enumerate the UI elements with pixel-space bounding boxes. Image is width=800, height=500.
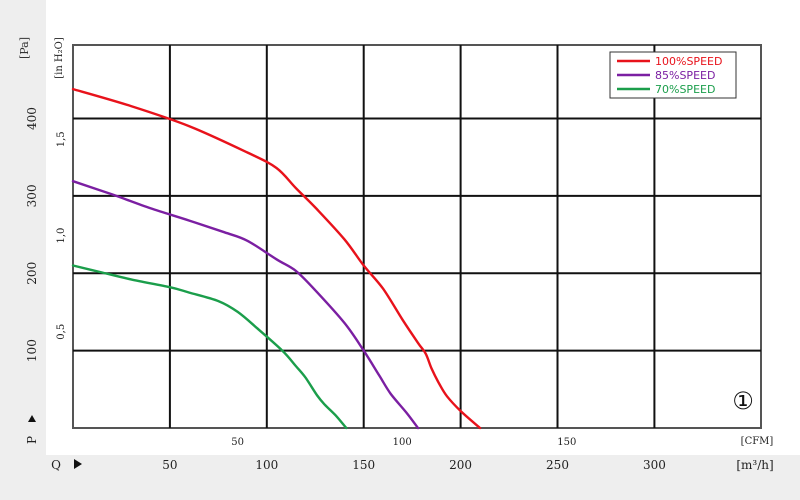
bottom-axis-band <box>0 455 800 500</box>
x-tick-m3h-200: 200 <box>449 458 472 472</box>
legend-label-85-speed: 85%SPEED <box>655 69 715 82</box>
curve-marker: ① <box>732 387 754 415</box>
x-axis-cfm-ticks: 50 100 150 <box>231 437 576 448</box>
series-line-85-speed <box>71 180 420 430</box>
x-tick-m3h-300: 300 <box>643 458 666 472</box>
series-line-100-speed <box>71 87 482 430</box>
y-tick-inh2o-0: 0,5 <box>56 324 67 340</box>
plot-area <box>72 44 762 429</box>
x-axis-arrow-icon <box>74 459 82 469</box>
y-axis-pa-ticks: 100 200 300 400 <box>25 107 39 362</box>
y-tick-pa-400: 400 <box>25 107 39 130</box>
x-tick-cfm-100: 100 <box>393 437 412 448</box>
y-tick-pa-300: 300 <box>25 184 39 207</box>
x-axis-cfm-label: [CFM] <box>741 436 774 447</box>
x-axis-m3h-ticks: 50 100 150 200 250 300 <box>162 458 666 472</box>
curve-number-1: ① <box>732 387 754 415</box>
x-tick-cfm-150: 150 <box>557 437 576 448</box>
y-axis-inh2o-ticks: 0,5 1,0 1,5 <box>56 131 67 339</box>
x-axis-m3h-label: [m³/h] <box>736 458 773 472</box>
x-tick-cfm-50: 50 <box>231 437 244 448</box>
legend-label-70-speed: 70%SPEED <box>655 83 715 96</box>
legend: 100%SPEED 85%SPEED 70%SPEED <box>609 51 737 99</box>
grid-lines <box>73 45 761 428</box>
y-tick-inh2o-2: 1,5 <box>56 131 67 147</box>
legend-label-100-speed: 100%SPEED <box>655 55 722 68</box>
y-tick-inh2o-1: 1,0 <box>56 228 67 244</box>
y-axis-arrow-icon <box>28 415 36 422</box>
series-layer <box>71 87 482 430</box>
y-axis-pa-label: [Pa] <box>18 37 31 59</box>
y-axis-letter: P <box>25 436 39 444</box>
x-axis-letter: Q <box>51 458 61 472</box>
series-line-70-speed <box>71 264 348 430</box>
y-tick-pa-100: 100 <box>25 339 39 362</box>
left-axis-band <box>0 0 46 455</box>
y-axis-inh2o-label: [in H₂O] <box>54 37 65 79</box>
x-tick-m3h-50: 50 <box>162 458 177 472</box>
x-tick-m3h-250: 250 <box>546 458 569 472</box>
x-tick-m3h-150: 150 <box>352 458 375 472</box>
y-tick-pa-200: 200 <box>25 262 39 285</box>
x-tick-m3h-100: 100 <box>255 458 278 472</box>
